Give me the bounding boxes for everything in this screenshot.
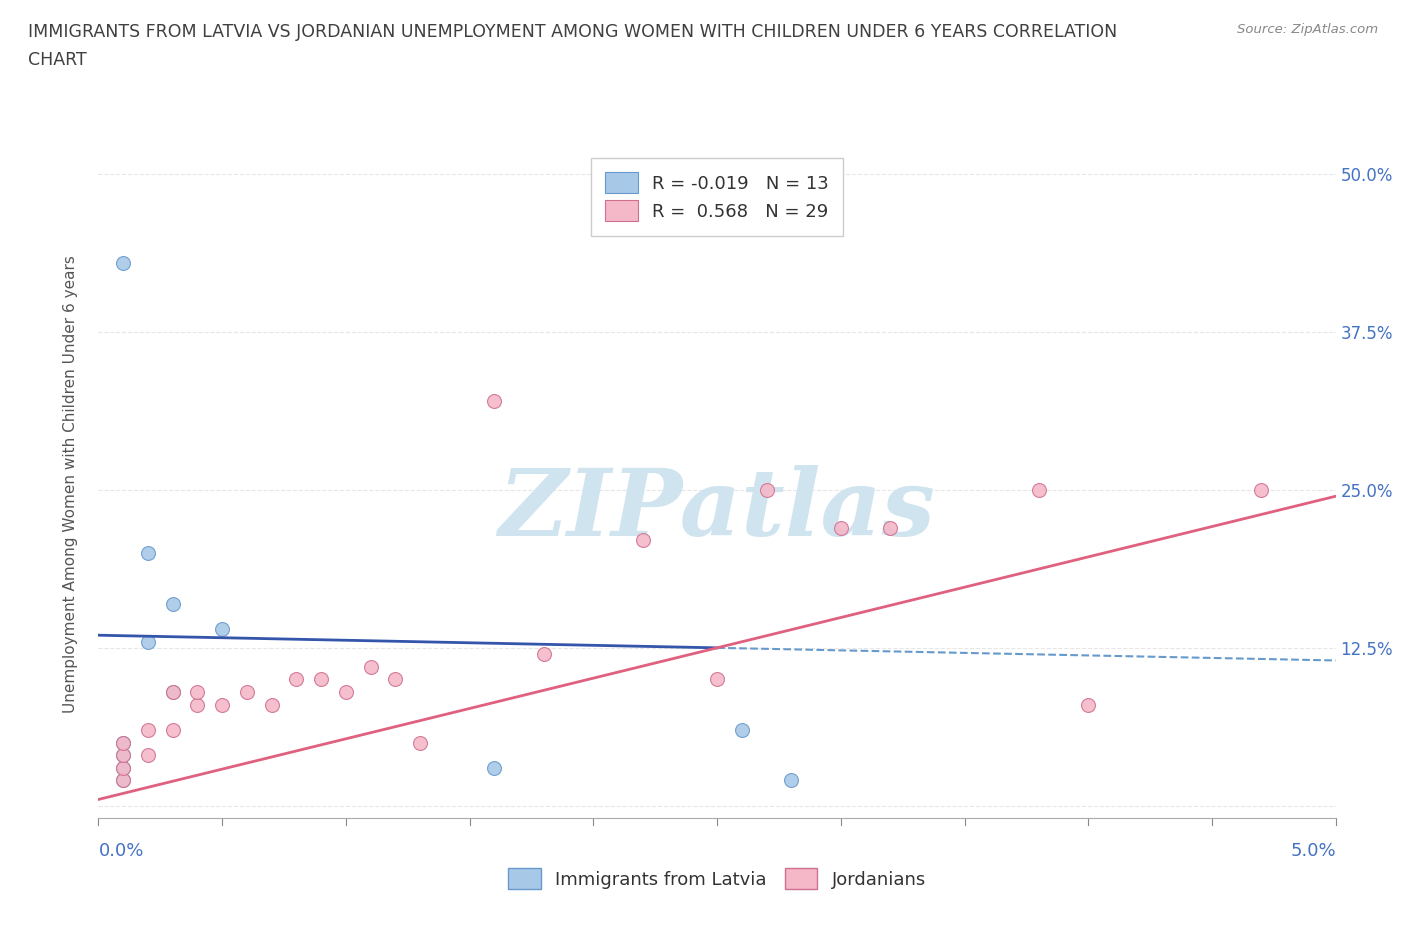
Text: CHART: CHART [28, 51, 87, 69]
Point [384, 672, 406, 687]
Point [780, 773, 803, 788]
Point [631, 533, 654, 548]
Point [162, 684, 184, 699]
Point [706, 672, 728, 687]
Point [162, 723, 184, 737]
Text: 0.0%: 0.0% [98, 842, 143, 859]
Point [211, 621, 233, 636]
Point [309, 672, 332, 687]
Point [112, 735, 135, 750]
Point [879, 521, 901, 536]
Legend: Immigrants from Latvia, Jordanians: Immigrants from Latvia, Jordanians [501, 861, 934, 897]
Point [236, 684, 259, 699]
Point [112, 761, 135, 776]
Point [260, 698, 283, 712]
Y-axis label: Unemployment Among Women with Children Under 6 years: Unemployment Among Women with Children U… [63, 255, 77, 712]
Point [162, 684, 184, 699]
Point [335, 684, 357, 699]
Point [112, 735, 135, 750]
Point [211, 698, 233, 712]
Point [162, 596, 184, 611]
Text: ZIPatlas: ZIPatlas [499, 465, 935, 555]
Point [285, 672, 308, 687]
Point [112, 748, 135, 763]
Point [830, 521, 852, 536]
Text: Source: ZipAtlas.com: Source: ZipAtlas.com [1237, 23, 1378, 36]
Point [484, 761, 506, 776]
Point [136, 546, 159, 561]
Point [409, 735, 432, 750]
Point [112, 255, 135, 270]
Text: IMMIGRANTS FROM LATVIA VS JORDANIAN UNEMPLOYMENT AMONG WOMEN WITH CHILDREN UNDER: IMMIGRANTS FROM LATVIA VS JORDANIAN UNEM… [28, 23, 1118, 41]
Point [112, 748, 135, 763]
Point [533, 646, 555, 661]
Point [186, 698, 208, 712]
Point [1077, 698, 1099, 712]
Point [112, 773, 135, 788]
Text: 5.0%: 5.0% [1291, 842, 1336, 859]
Point [112, 773, 135, 788]
Point [136, 634, 159, 649]
Point [136, 723, 159, 737]
Point [360, 659, 382, 674]
Point [112, 761, 135, 776]
Point [1250, 483, 1272, 498]
Point [186, 684, 208, 699]
Point [136, 748, 159, 763]
Point [484, 394, 506, 409]
Point [1028, 483, 1050, 498]
Point [731, 723, 754, 737]
Point [755, 483, 778, 498]
